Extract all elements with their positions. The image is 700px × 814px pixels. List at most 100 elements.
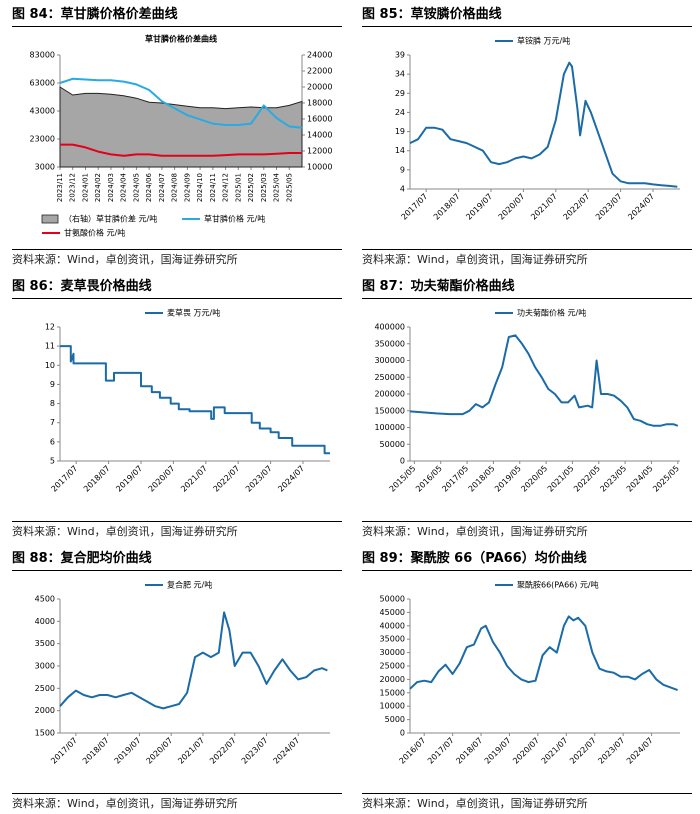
y-tick-label: 30000 (380, 648, 405, 657)
legend-label: 甘氨酸价格 元/吨 (64, 228, 125, 238)
x-tick-label: 2020/07 (144, 736, 174, 766)
chart: 4 9 14 19 24 29 34 39 2017/07 2018/07 2019/07 2020/… (395, 36, 680, 222)
y-tick-label: 9 (400, 165, 405, 174)
y-tick-label: 100000 (374, 423, 405, 432)
x-tick-label: 2018/07 (432, 192, 462, 222)
y-tick-label: 0 (400, 729, 405, 738)
y-tick-label: 6 (50, 437, 55, 446)
y-tick-label: 4000 (35, 617, 55, 626)
y-tick-label: 4500 (35, 595, 55, 604)
legend-label: 功夫菊酯价格 元/吨 (517, 308, 586, 318)
x-tick-label: 2024/07 (625, 736, 655, 766)
x-tick-label: 2024/06 (145, 172, 153, 202)
y-tick-label: 3000 (35, 163, 55, 172)
legend-swatch (41, 214, 59, 224)
y-tick-label: 50000 (380, 440, 405, 449)
chart: 1500 2000 2500 3000 3500 4000 4500 2017/07 2018/… (35, 580, 330, 766)
x-tick-label: 2023/07 (244, 464, 274, 494)
line-series (409, 61, 678, 188)
y-tick-label: 7 (50, 418, 55, 427)
y-tick-label: 2500 (35, 684, 55, 693)
x-tick-label: 2019/05 (493, 464, 523, 494)
y-tick-label: 34 (395, 70, 405, 79)
x-tick-label: 2025/04 (273, 172, 281, 202)
x-tick-label: 2016/05 (414, 464, 444, 494)
x-tick-label: 2024/08 (171, 173, 179, 202)
y-tick-label: 24 (395, 108, 405, 117)
x-tick-label: 2024/03 (107, 173, 115, 202)
y-tick-label: 50000 (380, 595, 405, 604)
x-tick-label: 2024/07 (276, 464, 306, 494)
y-tick-label: 23000 (30, 135, 55, 144)
y-tick-label: 9 (50, 380, 55, 389)
y-tick-label: 4 (400, 185, 405, 194)
x-tick-label: 2020/07 (147, 464, 177, 494)
y-tick-label: 15000 (380, 688, 405, 697)
y-tick-label: 10000 (380, 702, 405, 711)
x-tick-label: 2025/03 (260, 173, 268, 202)
y-tick-label: 200000 (374, 390, 405, 399)
legend-label: 复合肥 元/吨 (167, 580, 212, 590)
legend-label: 麦草畏 万元/吨 (167, 308, 220, 318)
figure-title: 图 84：草甘膦价格价差曲线 (12, 4, 342, 27)
x-tick-label: 2024/04 (120, 172, 128, 202)
figure-panel: 图 84：草甘膦价格价差曲线 草甘膦价格价差曲线 3000 23000 43000 630… (12, 4, 342, 270)
x-tick-label: 2019/07 (113, 736, 143, 766)
y-tick-label: 8 (50, 399, 55, 408)
x-tick-label: 2024/09 (183, 173, 191, 202)
x-tick-label: 2023/05 (598, 464, 628, 494)
legend-label: 草铵膦 万元/吨 (517, 36, 570, 46)
y-tick-label: 35000 (380, 635, 405, 644)
line-series (60, 143, 302, 157)
y2-tick-label: 24000 (307, 51, 332, 60)
x-tick-label: 2021/05 (546, 464, 576, 494)
chart: 草甘膦价格价差曲线 3000 23000 43000 63000 83000 10000 12… (30, 34, 333, 238)
y-tick-label: 5 (50, 457, 55, 466)
x-tick-label: 2022/07 (562, 192, 592, 222)
y-tick-label: 400000 (374, 323, 405, 332)
source-note: 资料来源：Wind，卓创资讯，国海证券研究所 (362, 793, 692, 814)
y-tick-label: 39 (395, 51, 405, 60)
x-tick-label: 2021/07 (179, 464, 209, 494)
y2-tick-label: 12000 (307, 147, 332, 156)
source-note: 资料来源：Wind，卓创资讯，国海证券研究所 (362, 249, 692, 270)
y-tick-label: 250000 (374, 373, 405, 382)
legend-label: （右轴）草甘膦价差 元/吨 (64, 214, 157, 224)
x-tick-label: 2023/12 (69, 173, 77, 202)
x-tick-label: 2021/07 (540, 736, 570, 766)
x-tick-label: 2024/10 (196, 173, 204, 202)
x-tick-label: 2018/07 (81, 736, 111, 766)
x-tick-label: 2024/02 (94, 173, 102, 202)
y-tick-label: 350000 (374, 339, 405, 348)
x-tick-label: 2017/07 (49, 736, 79, 766)
y2-tick-label: 20000 (307, 83, 332, 92)
y-tick-label: 83000 (30, 51, 55, 60)
source-note: 资料来源：Wind，卓创资讯，国海证券研究所 (12, 793, 342, 814)
x-tick-label: 2024/01 (81, 173, 89, 202)
y-tick-label: 25000 (380, 662, 405, 671)
y-tick-label: 5000 (385, 715, 405, 724)
figure-title: 图 89：聚酰胺 66（PA66）均价曲线 (362, 548, 692, 571)
y2-tick-label: 14000 (307, 131, 332, 140)
x-tick-label: 2018/07 (454, 736, 484, 766)
x-tick-label: 2025/01 (234, 173, 242, 202)
y-tick-label: 11 (45, 342, 55, 351)
x-tick-label: 2017/05 (440, 464, 470, 494)
y-tick-label: 20000 (380, 675, 405, 684)
figure-title: 图 87：功夫菊酯价格曲线 (362, 276, 692, 299)
y2-tick-label: 22000 (307, 67, 332, 76)
x-tick-label: 2020/07 (497, 192, 527, 222)
x-tick-label: 2024/05 (132, 173, 140, 202)
x-tick-label: 2024/07 (158, 173, 166, 202)
figure-panel: 图 88：复合肥均价曲线 1500 2000 2500 3000 3500 4000 4500… (12, 548, 342, 814)
chart: 0 50000 100000 150000 200000 250000 300000 3500… (374, 308, 681, 494)
area-series (59, 86, 303, 168)
figure-panel: 图 85：草铵膦价格曲线 4 9 14 19 24 29 34 39 2017/07 2018/07… (362, 4, 692, 270)
x-tick-label: 2019/07 (464, 192, 494, 222)
source-note: 资料来源：Wind，卓创资讯，国海证券研究所 (12, 521, 342, 542)
y-tick-label: 14 (395, 146, 405, 155)
line-series (60, 345, 330, 455)
line-series (409, 334, 679, 427)
